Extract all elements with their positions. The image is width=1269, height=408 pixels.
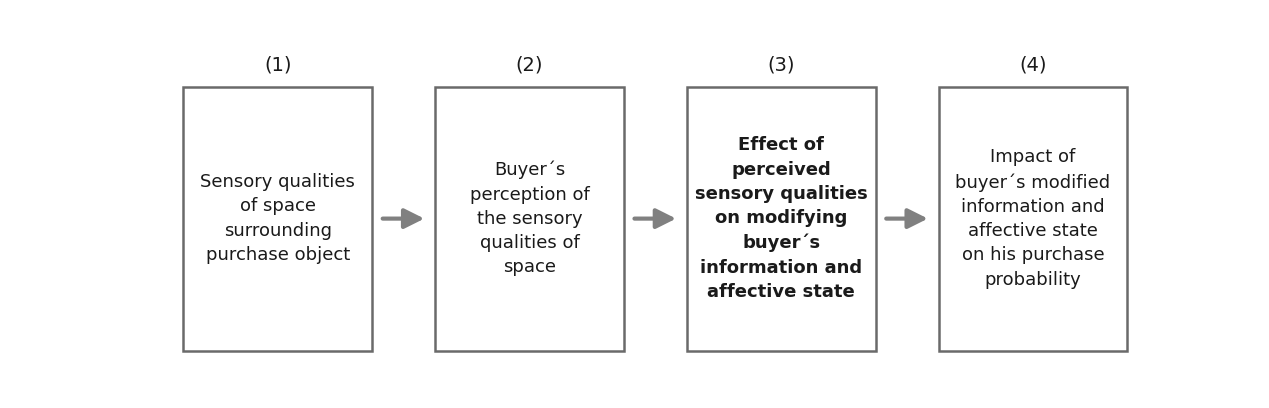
Text: Sensory qualities
of space
surrounding
purchase object: Sensory qualities of space surrounding p… xyxy=(201,173,355,264)
Text: Buyer´s
perception of
the sensory
qualities of
space: Buyer´s perception of the sensory qualit… xyxy=(470,161,589,277)
Text: (4): (4) xyxy=(1019,55,1047,74)
Text: (1): (1) xyxy=(264,55,292,74)
Bar xyxy=(939,86,1127,350)
Bar xyxy=(435,86,624,350)
Text: (3): (3) xyxy=(768,55,794,74)
Bar xyxy=(687,86,876,350)
Text: (2): (2) xyxy=(515,55,543,74)
Bar xyxy=(183,86,372,350)
Text: Impact of
buyer´s modified
information and
affective state
on his purchase
proba: Impact of buyer´s modified information a… xyxy=(956,149,1110,289)
Text: Effect of
perceived
sensory qualities
on modifying
buyer´s
information and
affec: Effect of perceived sensory qualities on… xyxy=(695,136,868,301)
